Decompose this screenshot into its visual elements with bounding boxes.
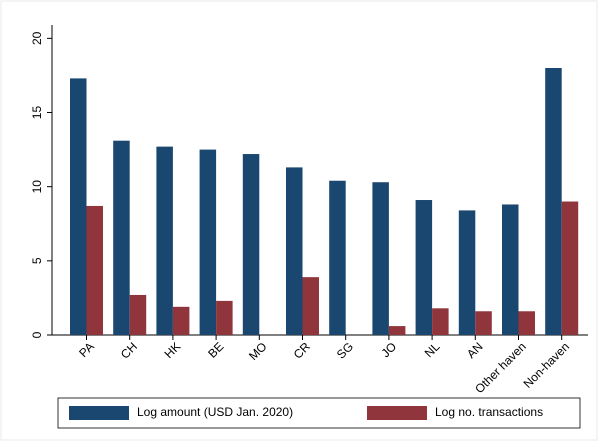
bar <box>129 294 147 335</box>
y-tick-label: 0 <box>30 331 44 338</box>
legend-swatch <box>367 406 427 420</box>
bar <box>415 200 433 335</box>
bar <box>458 210 476 335</box>
bar <box>156 146 173 335</box>
bar <box>113 140 130 335</box>
bar <box>518 311 535 335</box>
bar <box>432 308 449 335</box>
bar <box>329 180 346 335</box>
bar <box>286 167 303 335</box>
bar <box>475 311 492 335</box>
bar <box>216 300 233 335</box>
bar <box>199 149 217 335</box>
y-tick-label: 20 <box>30 31 44 45</box>
y-tick-label: 5 <box>30 257 44 264</box>
legend-label: Log no. transactions <box>435 405 543 419</box>
bar <box>388 326 406 335</box>
legend <box>57 397 581 429</box>
bar <box>172 306 190 335</box>
bar <box>86 205 103 335</box>
legend-label: Log amount (USD Jan. 2020) <box>137 405 293 419</box>
bar <box>242 154 260 335</box>
bar <box>302 277 319 335</box>
bar <box>561 201 579 335</box>
bar <box>372 182 389 335</box>
bar <box>545 68 562 336</box>
y-tick-label: 15 <box>30 106 44 120</box>
bar <box>502 204 519 335</box>
y-tick-label: 10 <box>30 180 44 194</box>
legend-swatch <box>69 406 129 420</box>
bar <box>70 78 87 336</box>
